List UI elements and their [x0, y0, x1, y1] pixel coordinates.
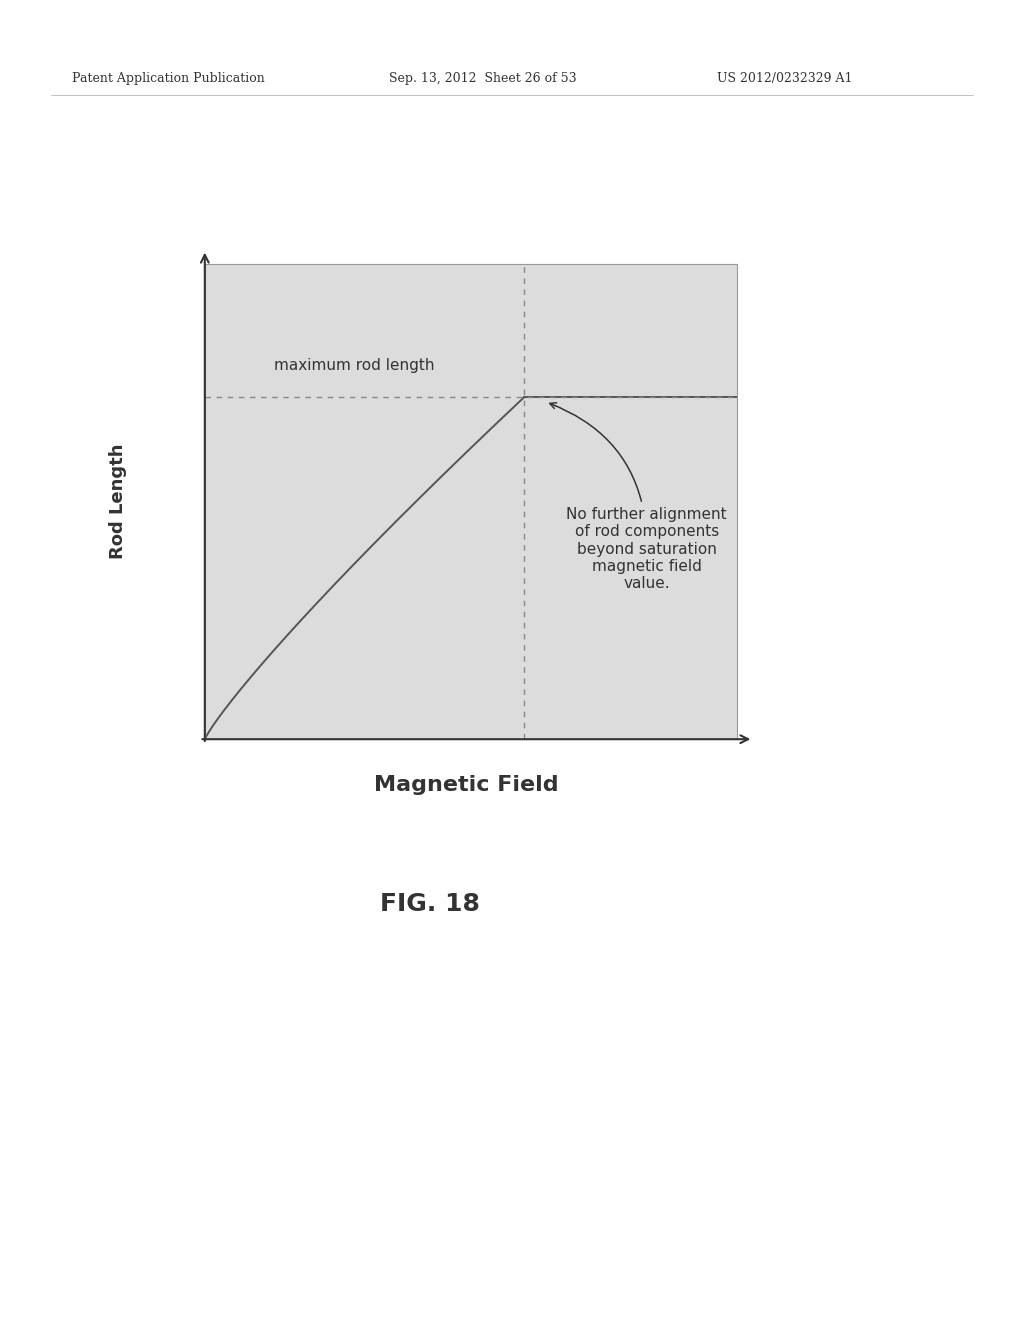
Text: Patent Application Publication: Patent Application Publication: [72, 71, 264, 84]
Text: Magnetic Field: Magnetic Field: [374, 775, 558, 796]
Text: FIG. 18: FIG. 18: [380, 892, 480, 916]
Text: Sep. 13, 2012  Sheet 26 of 53: Sep. 13, 2012 Sheet 26 of 53: [389, 71, 577, 84]
Text: US 2012/0232329 A1: US 2012/0232329 A1: [717, 71, 852, 84]
Text: Rod Length: Rod Length: [109, 444, 127, 560]
Text: maximum rod length: maximum rod length: [273, 358, 434, 374]
Text: No further alignment
of rod components
beyond saturation
magnetic field
value.: No further alignment of rod components b…: [550, 403, 727, 591]
